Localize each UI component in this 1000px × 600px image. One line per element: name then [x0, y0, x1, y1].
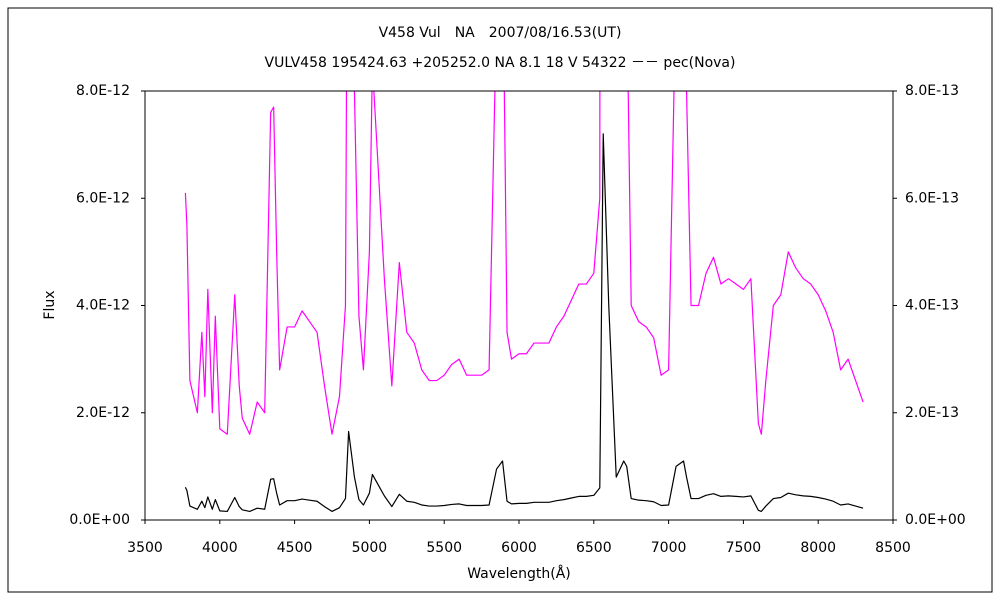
x-tick-label: 5000	[352, 540, 388, 556]
x-tick-label: 5500	[426, 540, 462, 556]
x-tick-label: 6000	[501, 540, 537, 556]
chart-frame	[7, 7, 993, 593]
x-tick-label: 4500	[277, 540, 313, 556]
y2-tick-label: 0.0E+00	[905, 512, 966, 528]
y-tick-label: 8.0E-12	[76, 83, 130, 99]
y-tick-label: 4.0E-12	[76, 298, 130, 314]
y2-tick-label: 8.0E-13	[905, 83, 959, 99]
y-axis-label: Flux	[42, 290, 58, 319]
chart-subtitle: VULV458 195424.63 +205252.0 NA 8.1 18 V …	[265, 55, 736, 71]
x-tick-label: 7500	[726, 540, 762, 556]
x-tick-label: 8000	[800, 540, 836, 556]
spectrum-line	[184, 133, 864, 513]
y2-tick-label: 6.0E-13	[905, 190, 959, 206]
chart-title: V458 Vul NA 2007/08/16.53(UT)	[379, 25, 622, 41]
y2-tick-label: 4.0E-13	[905, 298, 959, 314]
x-tick-label: 8500	[875, 540, 911, 556]
x-axis-label: Wavelength(Å)	[467, 565, 571, 582]
y-tick-label: 6.0E-12	[76, 190, 130, 206]
x-tick-label: 7000	[651, 540, 687, 556]
plot-area	[184, 91, 864, 513]
y-tick-label: 2.0E-12	[76, 405, 130, 421]
y-tick-label: 0.0E+00	[69, 512, 130, 528]
spectrum-line	[184, 91, 864, 435]
y2-tick-label: 2.0E-13	[905, 405, 959, 421]
x-tick-label: 6500	[576, 540, 612, 556]
x-tick-label: 4000	[202, 540, 238, 556]
x-tick-label: 3500	[127, 540, 163, 556]
